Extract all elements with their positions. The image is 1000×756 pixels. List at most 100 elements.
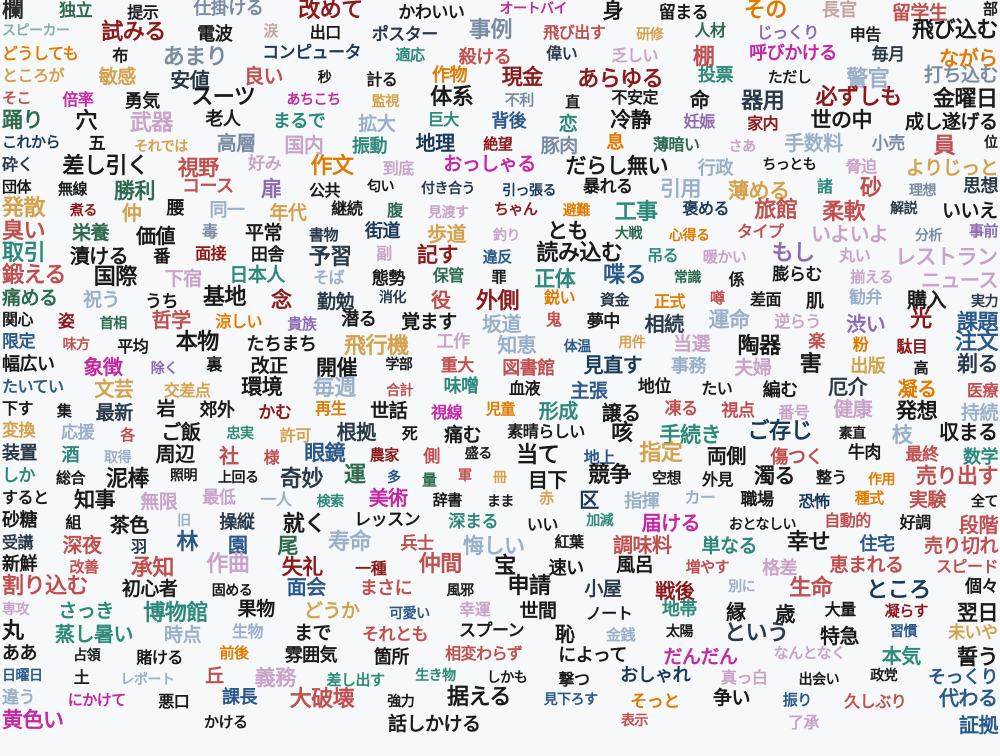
cloud-word: スプーン xyxy=(459,621,525,642)
cloud-word: 操縦 xyxy=(219,511,255,533)
cloud-word: 年代 xyxy=(269,201,307,224)
cloud-word: 公共 xyxy=(309,181,341,200)
cloud-word: 許可 xyxy=(279,425,312,445)
cloud-word: 農家 xyxy=(369,446,400,465)
cloud-word: 丘 xyxy=(205,664,224,687)
cloud-word: 臭い xyxy=(2,218,46,244)
cloud-word: 副 xyxy=(376,243,392,263)
cloud-word: 団体 xyxy=(2,177,32,196)
cloud-word: 違う xyxy=(2,687,36,708)
cloud-word: 祝う xyxy=(83,288,121,311)
cloud-word: 真っ白 xyxy=(720,668,768,688)
cloud-word: ご存じ xyxy=(747,418,813,444)
cloud-word: 事例 xyxy=(469,18,513,44)
cloud-word: 固める xyxy=(211,583,253,600)
cloud-word: だんだん xyxy=(663,646,739,669)
cloud-word: 田舎 xyxy=(250,245,285,266)
cloud-word: 特急 xyxy=(820,623,860,648)
cloud-word: 引っ張る xyxy=(502,183,557,199)
cloud-word: 義務 xyxy=(254,665,297,690)
cloud-word: たい xyxy=(701,379,733,399)
cloud-word: 取引 xyxy=(2,240,46,266)
cloud-word: 丸い xyxy=(839,245,871,265)
cloud-word: 老人 xyxy=(205,109,241,131)
cloud-word: 全て xyxy=(971,494,999,511)
cloud-word: 見下ろす xyxy=(543,692,599,709)
cloud-word: 医療 xyxy=(967,381,999,401)
cloud-word: 体系 xyxy=(430,85,474,111)
cloud-word: 背後 xyxy=(491,111,527,133)
cloud-word: 形成 xyxy=(538,399,579,424)
cloud-word: 根拠 xyxy=(336,419,377,444)
cloud-word: 必ずしも xyxy=(815,85,903,111)
cloud-word: 脅迫 xyxy=(845,156,878,176)
cloud-word: 粉 xyxy=(852,334,869,354)
cloud-word: 血液 xyxy=(509,379,541,399)
cloud-word: 地位 xyxy=(637,376,672,397)
cloud-word: 知恵 xyxy=(497,332,537,357)
cloud-word: 適応 xyxy=(395,46,426,65)
cloud-word: 喋る xyxy=(603,262,647,288)
cloud-word: 釣り xyxy=(493,227,521,244)
cloud-word: 噂 xyxy=(710,288,725,307)
cloud-word: 郊外 xyxy=(199,400,236,422)
cloud-word: 研修 xyxy=(636,27,664,44)
cloud-word: 検索 xyxy=(316,494,345,511)
cloud-word: 話しかける xyxy=(388,713,481,736)
cloud-word: 避難 xyxy=(562,203,591,220)
cloud-word: 多 xyxy=(387,470,401,487)
cloud-word: 尾 xyxy=(277,534,299,559)
cloud-word: たちまち xyxy=(246,333,317,355)
cloud-word: 国際 xyxy=(93,264,138,290)
cloud-word: 視線 xyxy=(431,403,463,423)
cloud-word: 速い xyxy=(548,558,585,579)
cloud-word: 牛肉 xyxy=(847,443,882,464)
cloud-word: 用件 xyxy=(618,334,646,351)
cloud-word: 恐怖 xyxy=(798,492,831,512)
cloud-word: 不安定 xyxy=(611,88,659,108)
cloud-word: 直 xyxy=(565,92,580,111)
cloud-word: 加減 xyxy=(586,512,614,529)
cloud-word: 仲間 xyxy=(418,552,463,577)
cloud-word: 剃る xyxy=(957,352,999,377)
cloud-word: 陶器 xyxy=(737,333,782,359)
cloud-word: あまり xyxy=(162,44,228,70)
cloud-word: 味方 xyxy=(62,336,91,353)
cloud-word: 新鮮 xyxy=(2,554,38,575)
cloud-word: ところが xyxy=(2,65,65,85)
cloud-word: 事務 xyxy=(671,355,707,377)
cloud-word: 風呂 xyxy=(616,553,654,576)
cloud-word: 無限 xyxy=(140,490,178,513)
cloud-word: 電波 xyxy=(197,24,233,46)
cloud-word: 姿 xyxy=(57,311,75,332)
cloud-word: 殺ける xyxy=(458,46,512,68)
cloud-word: 秒 xyxy=(317,69,332,86)
cloud-word: 夢中 xyxy=(586,311,621,332)
cloud-word: 恋 xyxy=(558,112,578,135)
cloud-word: オートバイ xyxy=(499,1,568,18)
cloud-word: 面会 xyxy=(286,575,327,600)
cloud-word: 穴 xyxy=(75,109,98,135)
cloud-word: あちこち xyxy=(286,92,342,109)
cloud-word: 実験 xyxy=(908,488,947,511)
cloud-word: 駄目 xyxy=(896,336,928,356)
cloud-word: さっき xyxy=(58,600,114,622)
cloud-word: 飛行機 xyxy=(344,333,409,359)
cloud-word: 冊 xyxy=(493,470,507,487)
cloud-word: コース xyxy=(182,176,234,197)
cloud-word: 強力 xyxy=(387,694,415,711)
cloud-word: 鍛える xyxy=(2,262,66,288)
cloud-word: 態勢 xyxy=(371,269,406,290)
cloud-word: 欄 xyxy=(2,0,24,23)
cloud-word: 前後 xyxy=(219,644,250,663)
cloud-word: 飛び出す xyxy=(543,23,606,43)
cloud-word: 生物 xyxy=(232,621,264,641)
cloud-word: 課題 xyxy=(957,309,999,334)
cloud-word: 単なる xyxy=(701,535,758,558)
cloud-word: 戦後 xyxy=(655,579,695,604)
cloud-word: 価値 xyxy=(136,223,176,248)
cloud-word: 成し遂げる xyxy=(905,110,998,133)
cloud-word: 世話 xyxy=(370,399,408,422)
cloud-word: 煮る xyxy=(69,203,98,220)
cloud-word: 政党 xyxy=(870,668,898,685)
